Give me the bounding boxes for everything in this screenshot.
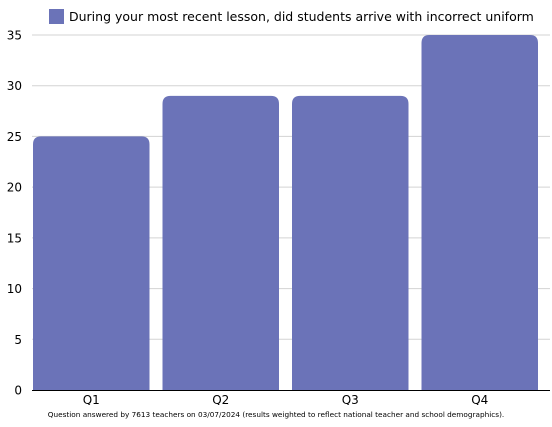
y-tick-label: 30 <box>7 79 22 93</box>
y-tick-label: 35 <box>7 29 22 43</box>
bar <box>421 35 538 390</box>
legend-swatch <box>49 8 64 24</box>
bar <box>162 95 279 390</box>
y-tick-label: 25 <box>7 130 22 144</box>
x-tick-label: Q3 <box>342 393 359 405</box>
y-tick-label: 0 <box>14 384 22 398</box>
bar <box>33 136 150 390</box>
y-tick-label: 10 <box>7 282 22 296</box>
y-tick-label: 20 <box>7 181 22 195</box>
legend-label: During your most recent lesson, did stud… <box>69 8 534 24</box>
y-tick-label: 15 <box>7 231 22 245</box>
x-tick-label: Q1 <box>83 393 100 405</box>
x-tick-label: Q2 <box>212 393 229 405</box>
legend: During your most recent lesson, did stud… <box>49 7 534 25</box>
x-tick-label: Q4 <box>471 393 488 405</box>
footnote: Question answered by 7613 teachers on 03… <box>47 410 505 419</box>
y-tick-label: 5 <box>14 333 22 347</box>
bar-chart: 0 5 10 15 20 25 30 35 Q1 Q2 Q3 Q4 <box>7 29 550 405</box>
bar <box>292 95 409 390</box>
